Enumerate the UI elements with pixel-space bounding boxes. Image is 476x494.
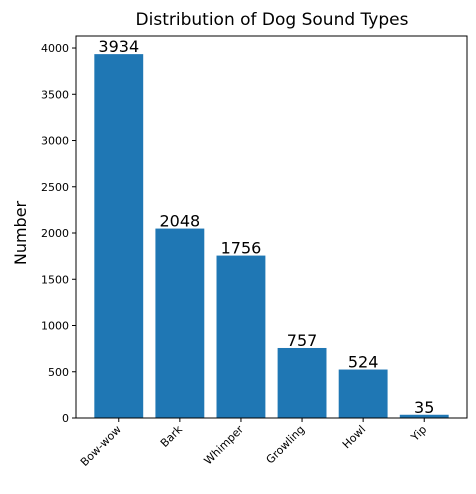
bar-value-label: 3934 (98, 37, 139, 56)
y-tick-label: 1000 (41, 320, 69, 333)
bar-value-label: 757 (287, 331, 318, 350)
bar-value-label: 524 (348, 353, 379, 372)
chart-title: Distribution of Dog Sound Types (136, 10, 409, 30)
bar-value-labels: 3934 2048 1756 757 524 35 (98, 37, 434, 417)
x-tick-label: Howl (340, 423, 368, 451)
y-tick-label: 2000 (41, 227, 69, 240)
x-tick-label: Yip (408, 423, 429, 444)
bar (399, 414, 449, 418)
bar-value-label: 35 (414, 398, 434, 417)
y-tick-label: 2500 (41, 181, 69, 194)
x-tick-label: Growling (264, 423, 308, 467)
y-tick-label: 1500 (41, 273, 69, 286)
x-tick-label: Bow-wow (78, 423, 124, 469)
y-tick-label: 3500 (41, 88, 69, 101)
bar (338, 369, 388, 418)
y-axis: 0 500 1000 1500 2000 2500 3000 3500 4000 (41, 42, 76, 425)
bar (94, 54, 144, 418)
y-axis-label: Number (11, 200, 30, 265)
bar-value-label: 1756 (221, 239, 262, 258)
plot-frame (75, 35, 468, 419)
bars (94, 54, 449, 418)
y-tick-label: 3000 (41, 135, 69, 148)
bar (277, 347, 327, 418)
x-tick-label: Whimper (202, 423, 247, 468)
bar-value-label: 2048 (160, 212, 201, 231)
y-tick-label: 0 (62, 412, 69, 425)
x-axis: Bow-wow Bark Whimper Growling Howl Yip (78, 418, 429, 469)
x-tick-label: Bark (158, 422, 185, 449)
bar (155, 228, 205, 418)
bar (216, 255, 266, 418)
y-tick-label: 500 (48, 366, 69, 379)
y-tick-label: 4000 (41, 42, 69, 55)
